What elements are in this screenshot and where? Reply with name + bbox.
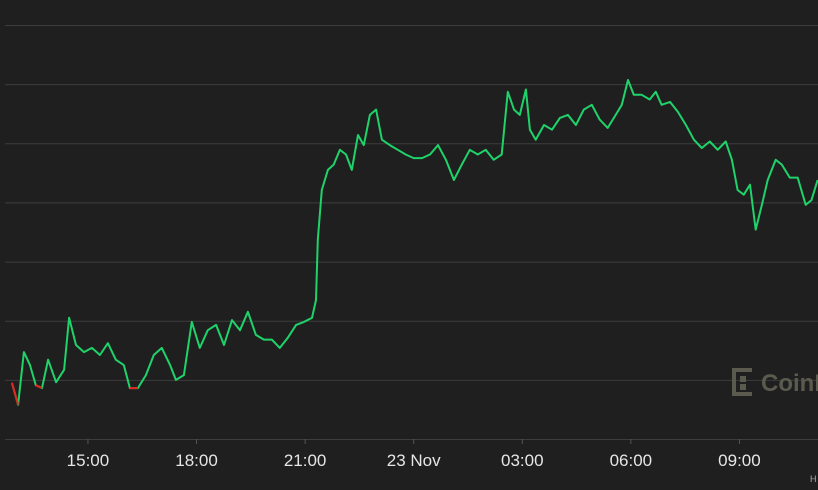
corner-note: H — [810, 474, 817, 484]
price-line — [10, 79, 818, 406]
x-tick-label: 03:00 — [501, 451, 544, 470]
watermark: CoinDesk — [761, 370, 818, 397]
price-line — [10, 382, 138, 405]
x-tick-label: 15:00 — [67, 451, 110, 470]
watermark-logo — [732, 368, 752, 396]
x-tick-label: 09:00 — [718, 451, 761, 470]
x-tick-label: 23 Nov — [387, 451, 441, 470]
x-tick-label: 06:00 — [610, 451, 653, 470]
x-tick-label: 21:00 — [284, 451, 327, 470]
x-tick-label: 18:00 — [175, 451, 218, 470]
